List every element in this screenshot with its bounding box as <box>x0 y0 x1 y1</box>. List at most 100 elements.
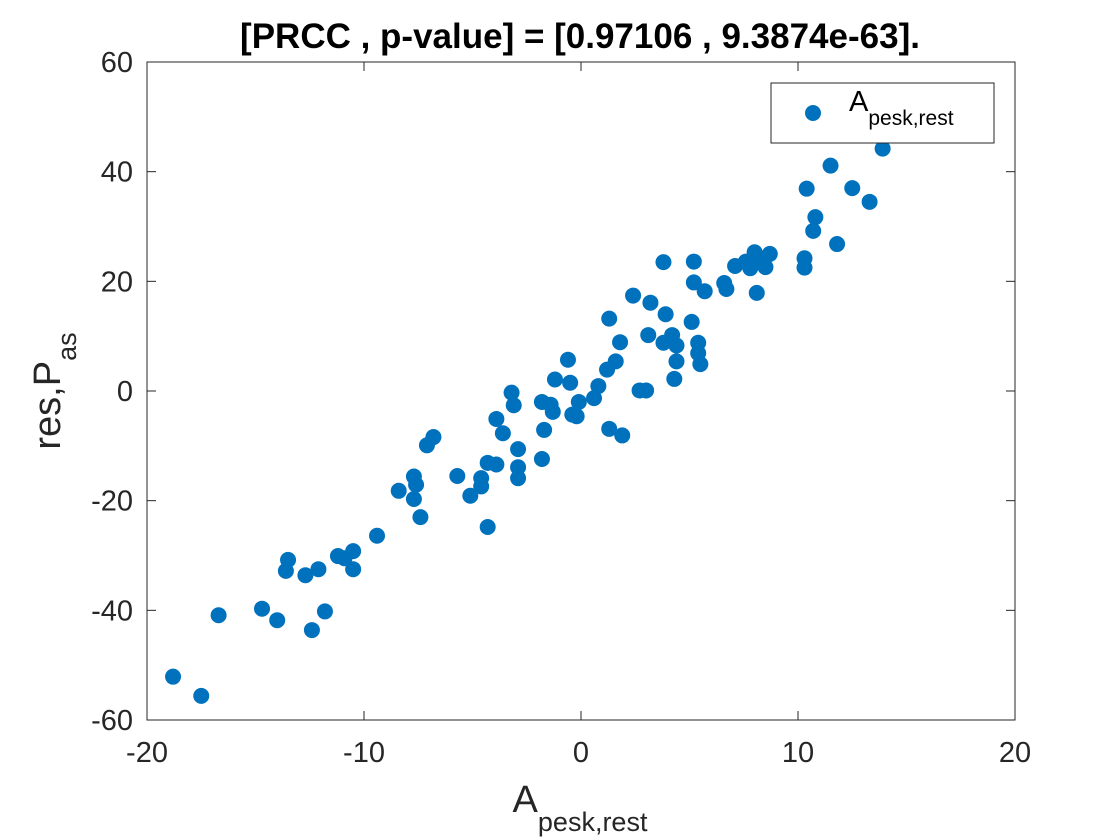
data-point <box>562 374 579 391</box>
data-point <box>640 327 657 344</box>
data-point <box>796 259 813 276</box>
x-tick-label: -10 <box>343 737 385 769</box>
data-point <box>570 393 587 410</box>
data-point <box>874 140 891 157</box>
data-point <box>544 403 561 420</box>
data-point <box>692 356 709 373</box>
data-point <box>390 482 407 499</box>
data-point <box>655 254 672 271</box>
data-point <box>488 410 505 427</box>
chart-title: [PRCC , p-value] = [0.97106 , 9.3874e-63… <box>240 17 920 56</box>
data-point <box>297 567 314 584</box>
data-point <box>479 518 496 535</box>
data-point <box>193 687 210 704</box>
data-point <box>269 612 286 629</box>
data-point <box>612 334 629 351</box>
data-point <box>277 562 294 579</box>
data-point <box>807 209 824 226</box>
data-point <box>462 487 479 504</box>
data-point <box>533 450 550 467</box>
x-axis-label: Apesk,rest <box>513 779 648 837</box>
data-point <box>345 561 362 578</box>
data-point <box>510 441 527 458</box>
data-point <box>757 259 774 276</box>
x-tick-label: 20 <box>999 737 1031 769</box>
data-point <box>607 353 624 370</box>
data-point <box>473 478 490 495</box>
data-point <box>165 668 182 685</box>
legend-marker <box>805 105 821 121</box>
data-point <box>844 180 861 197</box>
data-point <box>829 236 846 253</box>
y-tick-label: 60 <box>101 47 133 79</box>
plot-area <box>147 62 1015 720</box>
y-axis-label-subscript: as <box>52 332 82 361</box>
data-point <box>254 600 271 617</box>
data-point <box>586 390 603 407</box>
data-point <box>310 561 327 578</box>
y-tick-label: 0 <box>117 376 133 408</box>
data-point <box>805 222 822 239</box>
data-point <box>488 456 505 473</box>
legend-label-subscript: pesk,rest <box>868 107 953 130</box>
data-point <box>405 491 422 508</box>
data-point <box>210 607 227 624</box>
data-point <box>408 476 425 493</box>
data-point <box>510 459 527 476</box>
data-point <box>568 408 585 425</box>
data-point <box>449 467 466 484</box>
x-tick-label: 10 <box>782 737 814 769</box>
y-tick-label: -40 <box>91 595 133 627</box>
data-point <box>546 371 563 388</box>
x-tick-label: -20 <box>126 737 168 769</box>
y-tick-label: 20 <box>101 266 133 298</box>
y-tick-label: 40 <box>101 157 133 189</box>
data-point <box>822 157 839 174</box>
x-axis: -20 -10 0 10 20 <box>126 62 1031 769</box>
data-point <box>601 420 618 437</box>
legend-label-main: A <box>849 86 869 118</box>
data-point <box>601 310 618 327</box>
data-point <box>412 509 429 526</box>
data-point <box>510 470 527 487</box>
data-point <box>425 429 442 446</box>
data-point <box>494 425 511 442</box>
data-point <box>683 313 700 330</box>
data-point <box>503 384 520 401</box>
data-point <box>536 421 553 438</box>
data-point <box>316 603 333 620</box>
data-points <box>165 140 891 704</box>
data-point <box>590 378 607 395</box>
data-point <box>657 306 674 323</box>
data-point <box>685 253 702 270</box>
y-axis-label-main: res,P <box>27 361 69 450</box>
y-tick-label: -20 <box>91 486 133 518</box>
data-point <box>666 370 683 387</box>
data-point <box>761 245 778 262</box>
data-point <box>696 283 713 300</box>
y-tick-label: -60 <box>91 705 133 737</box>
data-point <box>303 622 320 639</box>
data-point <box>748 284 765 301</box>
data-point <box>369 527 386 544</box>
data-point <box>642 294 659 311</box>
x-axis-label-subscript: pesk,rest <box>538 807 648 837</box>
data-point <box>638 382 655 399</box>
data-point <box>798 180 815 197</box>
y-axis-label: res,Pas <box>27 332 82 449</box>
x-tick-label: 0 <box>573 737 589 769</box>
legend: Apesk,rest <box>770 82 995 144</box>
data-point <box>559 351 576 368</box>
data-point <box>614 427 631 444</box>
legend-label: Apesk,rest <box>849 86 954 130</box>
data-point <box>505 397 522 414</box>
x-axis-label-main: A <box>513 779 539 821</box>
data-point <box>625 287 642 304</box>
y-axis: -60 -40 -20 0 20 40 60 <box>91 47 1015 737</box>
data-point <box>668 353 685 370</box>
data-point <box>861 193 878 210</box>
data-point <box>718 281 735 298</box>
data-point <box>345 543 362 560</box>
data-point <box>685 274 702 291</box>
